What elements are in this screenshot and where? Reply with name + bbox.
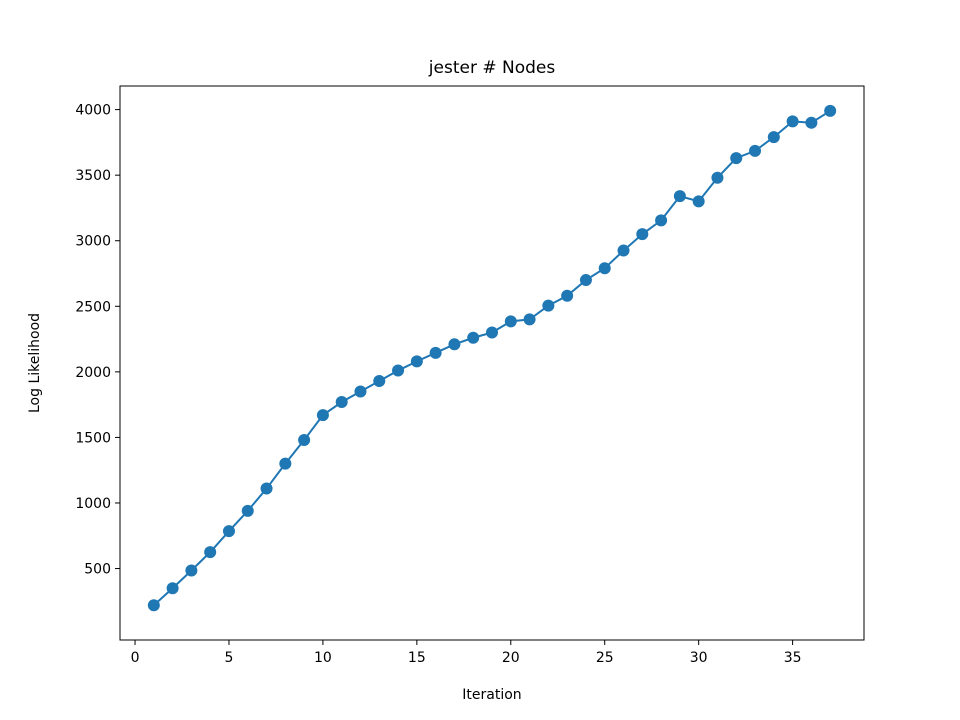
data-point	[316, 409, 329, 422]
data-point	[354, 385, 367, 398]
data-point	[260, 482, 273, 495]
chart-title: jester # Nodes	[428, 58, 556, 78]
data-point	[730, 152, 743, 165]
y-tick-label: 500	[84, 562, 111, 578]
data-point	[429, 346, 442, 359]
x-tick-label: 35	[784, 650, 802, 666]
x-axis-label: Iteration	[462, 687, 521, 703]
data-point	[279, 457, 292, 470]
y-axis-ticks: 500 1000 1500 2000 2500 3000 3500 4000	[75, 103, 120, 578]
y-axis-label: Log Likelihood	[27, 313, 43, 413]
plot-area	[119, 85, 865, 641]
y-tick-label: 1500	[75, 430, 111, 446]
y-tick-label: 3500	[75, 168, 111, 184]
data-point	[241, 504, 254, 517]
data-point	[204, 546, 217, 559]
y-tick-label: 3000	[75, 234, 111, 250]
data-point	[786, 115, 799, 128]
data-point	[467, 331, 480, 344]
data-point	[410, 355, 423, 368]
data-point	[373, 375, 386, 388]
x-tick-label: 15	[408, 650, 426, 666]
data-point	[392, 364, 405, 377]
data-point	[655, 214, 668, 227]
x-tick-label: 5	[225, 650, 234, 666]
data-point	[504, 315, 517, 328]
series-points	[147, 104, 837, 612]
x-tick-label: 25	[596, 650, 614, 666]
data-point	[222, 525, 235, 538]
data-point	[767, 131, 780, 144]
data-point	[486, 326, 498, 339]
x-tick-label: 30	[690, 650, 708, 666]
data-point	[749, 144, 762, 157]
data-point	[692, 195, 705, 208]
y-tick-label: 2000	[75, 365, 111, 381]
y-tick-label: 1000	[75, 496, 111, 512]
data-point	[448, 338, 461, 351]
y-tick-label: 2500	[75, 299, 111, 315]
data-point	[636, 228, 649, 241]
x-tick-label: 20	[502, 650, 520, 666]
data-point	[824, 104, 837, 117]
data-point	[561, 289, 574, 302]
data-point	[617, 244, 630, 257]
data-point	[673, 190, 686, 203]
data-point	[598, 262, 611, 275]
data-point	[542, 299, 555, 312]
data-point	[711, 171, 724, 184]
data-point	[523, 313, 536, 326]
data-point	[185, 564, 198, 577]
x-axis-ticks: 0 5 10 15 20 25 30 35	[131, 640, 802, 666]
data-point	[298, 434, 311, 447]
data-point	[579, 274, 592, 287]
x-tick-label: 0	[131, 650, 140, 666]
data-point	[805, 116, 818, 129]
y-tick-label: 4000	[75, 103, 111, 119]
data-point	[166, 582, 179, 595]
data-point	[147, 599, 160, 612]
x-tick-label: 10	[314, 650, 332, 666]
data-point	[335, 396, 348, 409]
